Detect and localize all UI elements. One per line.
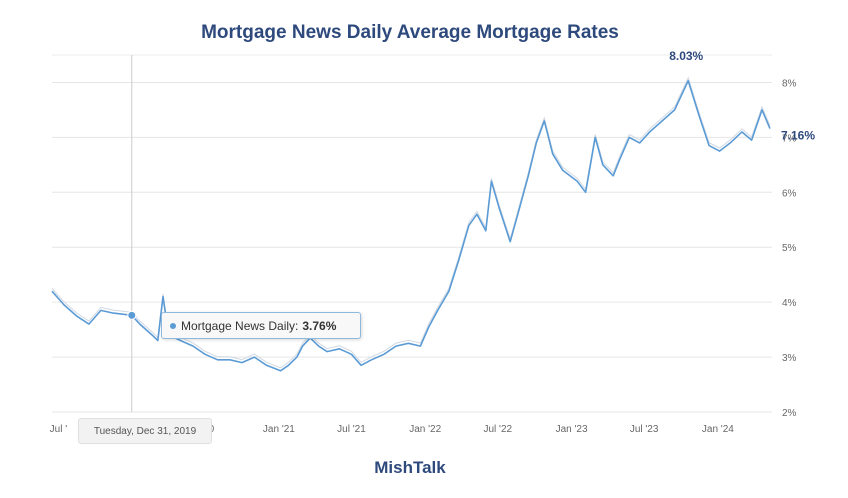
x-tick-label: Jan '23 — [556, 424, 588, 435]
y-tick-label: 8% — [782, 78, 797, 89]
chart-title: Mortgage News Daily Average Mortgage Rat… — [201, 22, 619, 43]
x-tick-label: Jan '22 — [409, 424, 441, 435]
annotation-latest: 7.16% — [781, 129, 815, 143]
series-line — [51, 80, 771, 372]
y-tick-label: 5% — [782, 243, 797, 254]
x-tick-label: Jul '21 — [337, 424, 366, 435]
y-tick-label: 3% — [782, 353, 797, 364]
y-tick-label: 4% — [782, 298, 797, 309]
x-tick-label: Jul ' — [50, 424, 68, 435]
x-tick-label: Jan '24 — [702, 424, 734, 435]
chart-footer: MishTalk — [374, 458, 446, 477]
tooltip-series-marker — [170, 322, 176, 329]
x-tick-label: Jul '23 — [630, 424, 659, 435]
x-tick-label: Jan '21 — [263, 424, 295, 435]
tooltip-date-flag: Tuesday, Dec 31, 2019 — [78, 418, 212, 444]
x-tick-label: Jul '22 — [483, 424, 512, 435]
y-tick-label: 7% — [782, 133, 797, 144]
hover-point — [127, 310, 137, 320]
y-tick-label: 2% — [782, 408, 797, 419]
annotation-peak: 8.03% — [669, 49, 703, 63]
tooltip-date: Tuesday, Dec 31, 2019 — [93, 425, 197, 437]
tooltip-label: Mortgage News Daily: — [181, 318, 299, 333]
y-tick-label: 6% — [782, 188, 797, 199]
tooltip: Mortgage News Daily: 3.76% — [161, 312, 361, 339]
tooltip-value: 3.76% — [302, 318, 337, 333]
